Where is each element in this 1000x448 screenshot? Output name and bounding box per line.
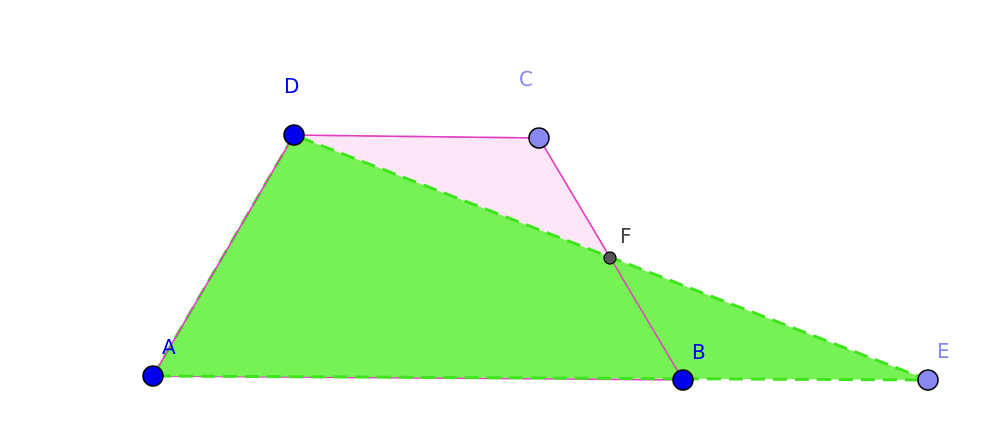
point-f[interactable] [603,251,617,265]
label-b: B [692,340,706,364]
point-c[interactable] [528,127,550,149]
point-d[interactable] [283,124,305,146]
point-b[interactable] [672,369,694,391]
label-f: F [620,224,632,248]
point-e[interactable] [917,369,939,391]
label-e: E [937,339,950,363]
label-d: D [284,74,299,98]
label-a: A [162,335,176,359]
label-c: C [519,67,533,91]
point-a[interactable] [142,365,164,387]
segment-ad [152,134,295,377]
segment-dc [293,134,540,139]
